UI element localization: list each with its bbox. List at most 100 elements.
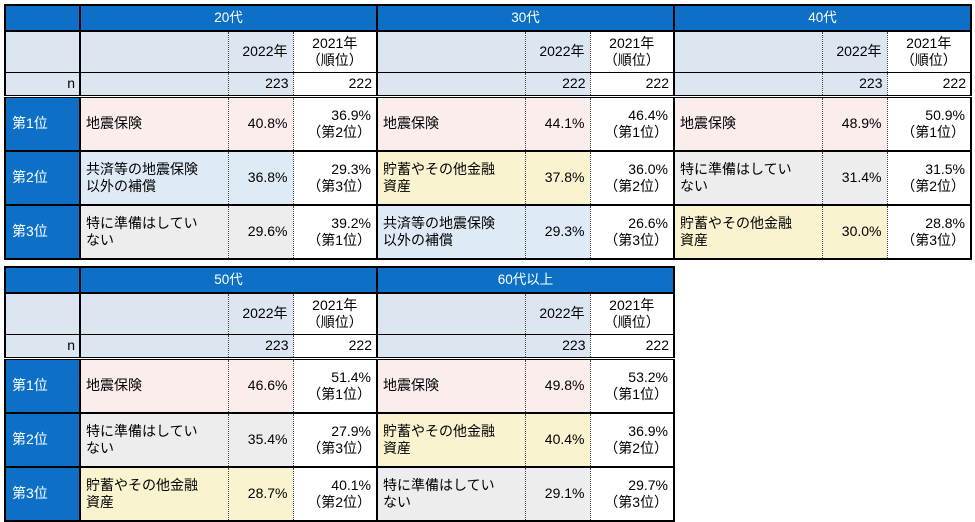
value-2021-cell: 29.3% （第3位） [293,150,377,205]
value-2021-cell: 36.9% （第2位） [590,412,674,467]
n-label: n [5,72,81,98]
rank-label: 第1位 [5,96,81,151]
item-cell: 地震保険 [376,358,526,413]
n-value-2022: 223 [525,334,591,360]
spacer-cell [79,334,229,360]
year-2022-header: 2022年 [228,31,294,73]
value-2022-cell: 29.3% [525,204,591,259]
value-2022-cell: 48.9% [822,96,888,151]
item-cell: 共済等の地震保険 以外の補償 [79,150,229,205]
age-group-header-50s: 50代 [79,267,377,294]
item-cell: 貯蓄やその他金融 資産 [376,412,526,467]
year-header-row: 2022年 2021年 （順位） 2022年 2021年 （順位） [5,293,674,335]
value-2022-cell: 37.8% [525,150,591,205]
age-header-row: 20代 30代 40代 [5,5,971,32]
rank-label: 第2位 [5,412,81,467]
age-group-header-40s: 40代 [673,5,971,32]
year-2021-header: 2021年 （順位） [293,293,377,335]
year-header-row: 2022年 2021年 （順位） 2022年 2021年 （順位） 2022年 … [5,31,971,73]
value-2022-cell: 40.4% [525,412,591,467]
value-2021-cell: 51.4% （第1位） [293,358,377,413]
rank-label: 第2位 [5,150,81,205]
item-cell: 地震保険 [79,96,229,151]
spacer-cell [376,293,526,335]
spacer-cell [79,293,229,335]
n-value-2022: 222 [525,72,591,98]
year-2021-header: 2021年 （順位） [590,293,674,335]
value-2021-cell: 39.2% （第1位） [293,204,377,259]
value-2022-cell: 36.8% [228,150,294,205]
value-2021-cell: 26.6% （第3位） [590,204,674,259]
n-value-2021: 222 [887,72,971,98]
item-cell: 特に準備はしてい ない [673,150,823,205]
value-2021-cell: 46.4% （第1位） [590,96,674,151]
n-value-2021: 222 [293,72,377,98]
n-value-2022: 223 [228,334,294,360]
ranking-table-ages-50-60plus: 50代 60代以上 2022年 2021年 （順位） 2022年 2021年 （… [4,266,675,522]
spacer-cell [376,72,526,98]
item-cell: 共済等の地震保険 以外の補償 [376,204,526,259]
rank-label: 第3位 [5,204,81,259]
age-group-header-60plus: 60代以上 [376,267,674,294]
year-2022-header: 2022年 [525,31,591,73]
year-2021-header: 2021年 （順位） [887,31,971,73]
value-2021-cell: 29.7% （第3位） [590,466,674,521]
value-2022-cell: 31.4% [822,150,888,205]
rank1-row: 第1位 地震保険 40.8% 36.9% （第2位） 地震保険 44.1% 46… [5,96,971,151]
rank2-row: 第2位 特に準備はしてい ない 35.4% 27.9% （第3位） 貯蓄やその他… [5,412,674,467]
value-2021-cell: 36.0% （第2位） [590,150,674,205]
item-cell: 特に準備はしてい ない [79,412,229,467]
age-header-row: 50代 60代以上 [5,267,674,294]
value-2022-cell: 29.6% [228,204,294,259]
item-cell: 特に準備はしてい ない [79,204,229,259]
item-cell: 地震保険 [79,358,229,413]
value-2022-cell: 44.1% [525,96,591,151]
rank1-row: 第1位 地震保険 46.6% 51.4% （第1位） 地震保険 49.8% 53… [5,358,674,413]
corner-cell [5,5,81,32]
corner-cell [5,267,81,294]
item-cell: 貯蓄やその他金融 資産 [673,204,823,259]
spacer-cell [673,72,823,98]
item-cell: 地震保険 [376,96,526,151]
year-2021-header: 2021年 （順位） [293,31,377,73]
n-value-2022: 223 [228,72,294,98]
value-2022-cell: 28.7% [228,466,294,521]
n-value-2021: 222 [590,334,674,360]
value-2022-cell: 30.0% [822,204,888,259]
n-label: n [5,334,81,360]
rank3-row: 第3位 特に準備はしてい ない 29.6% 39.2% （第1位） 共済等の地震… [5,204,971,259]
rank2-row: 第2位 共済等の地震保険 以外の補償 36.8% 29.3% （第3位） 貯蓄や… [5,150,971,205]
age-group-header-20s: 20代 [79,5,377,32]
rank-label: 第3位 [5,466,81,521]
value-2021-cell: 28.8% （第3位） [887,204,971,259]
n-value-2021: 222 [293,334,377,360]
spacer-cell [79,31,229,73]
spacer-cell [376,334,526,360]
item-cell: 貯蓄やその他金融 資産 [79,466,229,521]
value-2021-cell: 31.5% （第2位） [887,150,971,205]
year-2021-header: 2021年 （順位） [590,31,674,73]
spacer-cell [673,31,823,73]
value-2022-cell: 46.6% [228,358,294,413]
value-2021-cell: 50.9% （第1位） [887,96,971,151]
spacer-cell [376,31,526,73]
year-2022-header: 2022年 [525,293,591,335]
value-2022-cell: 29.1% [525,466,591,521]
item-cell: 貯蓄やその他金融 資産 [376,150,526,205]
rank3-row: 第3位 貯蓄やその他金融 資産 28.7% 40.1% （第2位） 特に準備はし… [5,466,674,521]
value-2021-cell: 27.9% （第3位） [293,412,377,467]
value-2022-cell: 40.8% [228,96,294,151]
year-2022-header: 2022年 [822,31,888,73]
rank-label: 第1位 [5,358,81,413]
spacer-cell [5,31,81,73]
value-2022-cell: 49.8% [525,358,591,413]
ranking-table-ages-20-40: 20代 30代 40代 2022年 2021年 （順位） 2022年 2021年… [4,4,972,260]
value-2021-cell: 40.1% （第2位） [293,466,377,521]
value-2021-cell: 36.9% （第2位） [293,96,377,151]
item-cell: 地震保険 [673,96,823,151]
sample-size-row: n 223 222 223 222 [5,334,674,360]
value-2021-cell: 53.2% （第1位） [590,358,674,413]
value-2022-cell: 35.4% [228,412,294,467]
sample-size-row: n 223 222 222 222 223 222 [5,72,971,98]
n-value-2022: 223 [822,72,888,98]
